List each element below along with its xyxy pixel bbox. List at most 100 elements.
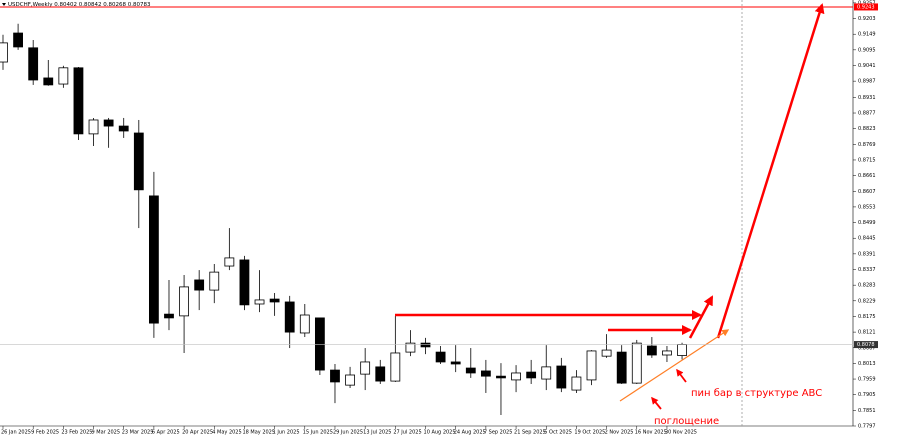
y-tick-label: 0.7851 [858,408,876,414]
candle-body [284,301,295,333]
candle-body [677,344,687,356]
y-tick-label: 0.8553 [858,204,876,210]
y-tick-label: 0.8013 [858,361,876,367]
x-tick-label: 26 Jan 2025 [1,430,31,436]
candle-body [541,366,552,380]
candle-body [239,259,250,306]
candle-body [360,361,371,375]
drawings [395,3,825,410]
candle-body [662,350,672,356]
candle-body [118,125,129,132]
arrow [676,368,687,383]
x-tick-label: 23 Feb 2025 [61,430,92,436]
annotation: пин бар в структуре ABC [691,388,822,399]
y-tick-label: 0.9095 [858,47,876,53]
x-tick-label: 10 Aug 2025 [424,430,456,436]
x-tick-label: 21 Sep 2025 [514,430,546,436]
candle-body [254,299,265,305]
x-tick-label: 4 May 2025 [212,430,241,436]
candle-body [405,342,416,353]
x-tick-label: 30 Nov 2025 [665,430,697,436]
chart-title: USDCHF,Weekly 0.80402 0.80842 0.80268 0.… [8,2,151,8]
candle-body [375,366,386,382]
candle-body [330,369,340,383]
candle-body [586,350,597,381]
candle-body [28,47,39,81]
candle-body [179,286,189,317]
y-tick-label: 0.8769 [858,142,876,148]
y-tick-label: 0.8499 [858,220,876,226]
candle-body [194,279,205,291]
x-tick-label: 9 Feb 2025 [31,430,59,436]
candle-body [646,345,657,356]
marks [0,23,687,415]
y-tick-label: 0.8445 [858,236,876,242]
candle-body [133,132,144,191]
candle-body [420,342,431,348]
y-tick-label: 0.9203 [858,16,876,22]
y-tick-label: 0.8715 [858,157,876,163]
x-tick-label: 5 Oct 2025 [544,430,572,436]
x-tick-label: 16 Nov 2025 [635,430,667,436]
x-tick-label: 9 Mar 2025 [92,430,121,436]
x-tick-label: 19 Oct 2025 [574,430,605,436]
x-tick-label: 15 Jun 2025 [303,430,333,436]
arrow [688,295,714,339]
y-tick-label: 0.9257 [858,0,876,6]
candle-body [13,32,23,48]
x-tick-label: 24 Aug 2025 [454,430,486,436]
candle-body [299,314,310,334]
candle-body [224,257,235,267]
candle-body [209,271,220,291]
y-tick-label: 0.8175 [858,314,876,320]
x-tick-label: 2 Nov 2025 [605,430,634,436]
x-tick-label: 1 Jun 2025 [273,430,300,436]
candle-body [450,361,461,365]
y-tick-label: 0.8067 [858,345,876,351]
y-tick-label: 0.8229 [858,298,876,304]
y-tick-label: 0.8391 [858,251,876,257]
candle-body [43,77,54,86]
y-tick-label: 0.8987 [858,79,876,85]
y-tick-label: 0.8121 [858,330,876,336]
x-tick-label: 13 Jul 2025 [363,430,391,436]
y-tick-label: 0.7905 [858,392,876,398]
candle-body [148,195,159,324]
candle-body [103,119,114,127]
bid-label-bg [854,341,878,349]
trend-line [619,329,730,402]
candle-body [616,351,627,384]
candle-body [269,298,280,303]
candle-body [465,367,476,374]
y-tick-label: 0.7959 [858,377,876,383]
candle-body [73,67,84,135]
x-tick-label: 20 Apr 2025 [182,430,213,436]
candle-body [0,42,8,63]
y-tick-label: 0.9149 [858,32,876,38]
candle-body [496,375,506,379]
x-tick-label: 29 Jun 2025 [333,430,363,436]
candle-body [390,352,401,382]
y-tick-label: 0.8283 [858,283,876,289]
y-tick-label: 0.8931 [858,95,876,101]
bid-label: 0.8078 [857,342,875,348]
candle-body [511,372,521,381]
x-tick-label: 6 Apr 2025 [152,430,180,436]
candle-body [314,317,325,371]
candle-body [480,370,491,377]
arrow [716,3,825,339]
candle-body [526,371,537,379]
symbol-icon [2,3,6,6]
y-tick-label: 0.8661 [858,173,876,179]
y-tick-label: 0.8823 [858,126,876,132]
price-line-label-bg [854,3,878,11]
candle-body [345,374,355,386]
candle-body [435,351,446,363]
x-tick-label: 7 Sep 2025 [484,430,513,436]
candle-body [556,365,567,389]
candle-body [88,119,99,135]
x-tick-label: 23 Mar 2025 [122,430,154,436]
y-tick-label: 0.8337 [858,267,876,273]
